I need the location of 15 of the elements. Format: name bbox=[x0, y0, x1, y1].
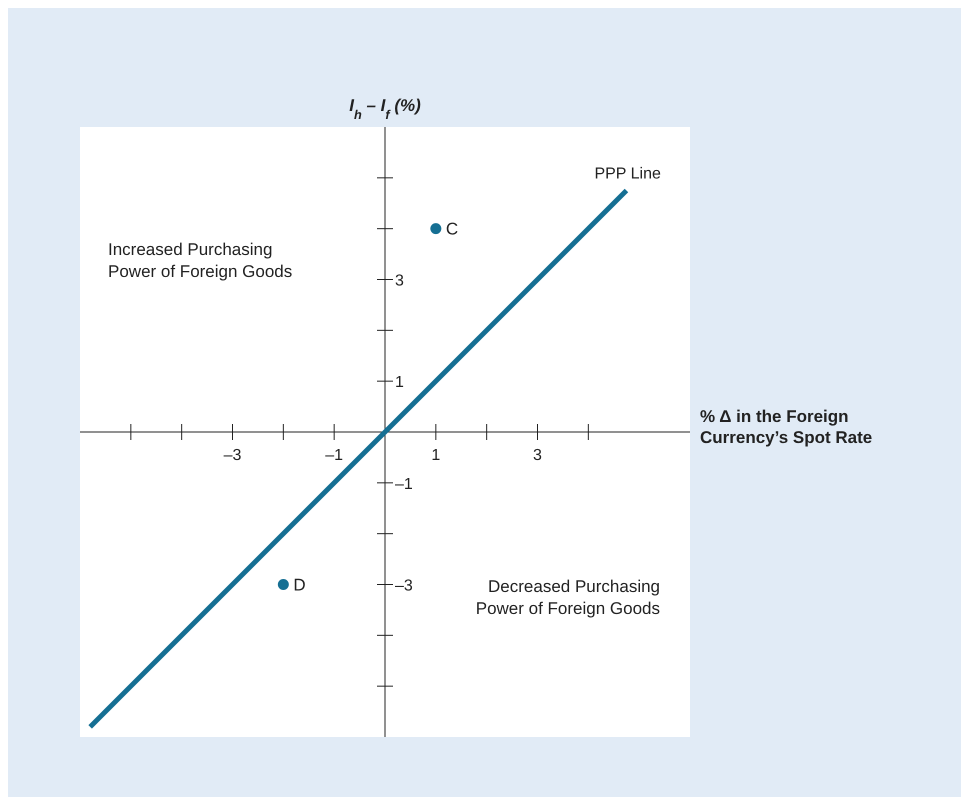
annotation: C bbox=[446, 220, 458, 239]
y-tick-label: –3 bbox=[395, 578, 413, 594]
annotation: D bbox=[293, 576, 306, 594]
y-tick-label: 1 bbox=[395, 374, 404, 392]
x-tick-label: 3 bbox=[533, 447, 542, 464]
x-axis-title: % Δ in the Foreign Currency’s Spot Rate bbox=[700, 407, 872, 447]
y-axis-title: I$_{h}$ – I$_{f}$ (%) bbox=[349, 96, 422, 122]
x-tick-label: 1 bbox=[431, 447, 440, 464]
series-label: PPP Line bbox=[594, 166, 661, 183]
x-tick-label: –1 bbox=[325, 447, 344, 464]
annotation: Increased Purchasing Power of Foreign Goods bbox=[108, 240, 292, 281]
annotation: Decreased Purchasing Power of Foreign Goods bbox=[476, 577, 660, 618]
y-tick-label: 3 bbox=[395, 272, 404, 290]
x-tick-label: –3 bbox=[224, 447, 242, 464]
y-tick-label: –1 bbox=[395, 476, 413, 493]
